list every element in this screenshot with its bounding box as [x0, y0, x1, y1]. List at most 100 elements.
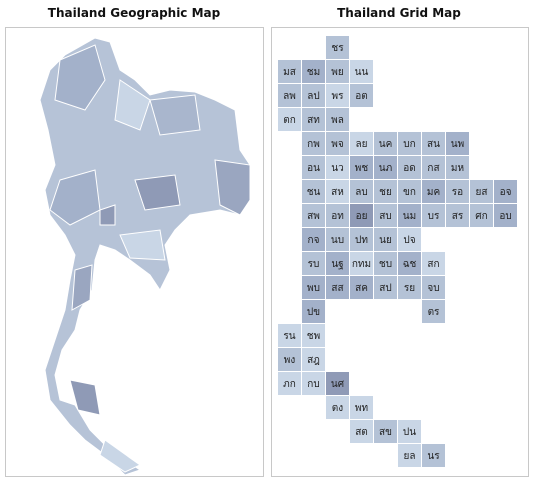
grid-cell [374, 156, 397, 179]
grid-cell [326, 372, 349, 395]
cell-label: ตง [332, 403, 343, 414]
cell-label: ตร [428, 307, 440, 318]
grid-cell [374, 228, 397, 251]
grid-cell [470, 180, 493, 203]
cell-label: ขก [403, 187, 416, 198]
cell-label: พล [331, 115, 344, 126]
grid-cell [350, 228, 373, 251]
cell-label: บร [428, 211, 440, 222]
grid-cell [422, 204, 445, 227]
grid-cell [326, 156, 349, 179]
cell-label: นย [379, 235, 392, 246]
grid-cell [326, 36, 349, 59]
province [69, 379, 101, 416]
grid-cell [422, 276, 445, 299]
grid-cell [326, 180, 349, 203]
cell-label: นฐ [331, 259, 343, 270]
cell-label: นร [427, 451, 440, 462]
grid-cell [326, 276, 349, 299]
grid-cell [302, 348, 325, 371]
grid-cell [398, 420, 421, 443]
grid-cell [374, 204, 397, 227]
cell-label: พร [332, 91, 345, 102]
grid-cell [350, 204, 373, 227]
cell-label: นศ [331, 379, 345, 390]
grid-cell [302, 156, 325, 179]
cell-label: ยล [404, 451, 416, 462]
cell-label: รย [404, 283, 415, 294]
cell-label: นน [355, 67, 369, 78]
cell-label: พย [331, 67, 343, 78]
grid-cell [494, 204, 517, 227]
cell-label: สร [452, 211, 464, 222]
province [54, 44, 106, 111]
cell-label: สป [379, 283, 391, 294]
cell-label: อต [355, 91, 368, 102]
cell-label: ฉช [403, 259, 417, 270]
grid-cell [302, 252, 325, 275]
grid-cell [350, 420, 373, 443]
cell-label: ปน [403, 427, 416, 438]
cell-label: สบ [379, 211, 391, 222]
province [134, 174, 181, 211]
grid-cell [398, 132, 421, 155]
grid-cell [278, 372, 301, 395]
grid-cell [302, 84, 325, 107]
grid-cell [422, 252, 445, 275]
cell-label: รบ [308, 259, 320, 270]
grid-cell [446, 132, 469, 155]
grid-cell [350, 84, 373, 107]
grid-cell [302, 228, 325, 251]
grid-cell [470, 204, 493, 227]
grid-cell [302, 324, 325, 347]
geo-map [39, 37, 251, 476]
cell-label: สพ [307, 211, 320, 222]
cell-label: ยส [476, 187, 488, 198]
grid-cell [422, 444, 445, 467]
grid-cell [326, 228, 349, 251]
cell-label: นค [379, 139, 393, 150]
grid-cell [398, 276, 421, 299]
cell-label: มค [427, 187, 440, 198]
cell-label: สต [355, 427, 368, 438]
cell-label: อย [356, 211, 368, 222]
grid-cell [326, 252, 349, 275]
grid-cell [350, 252, 373, 275]
grid-cell [398, 204, 421, 227]
cell-label: พง [284, 355, 296, 366]
grid-cell [326, 204, 349, 227]
grid-cell [350, 396, 373, 419]
cell-label: ลย [356, 139, 368, 150]
cell-label: นม [403, 211, 416, 222]
province [114, 79, 151, 131]
cell-label: นพ [451, 139, 464, 150]
cell-label: สฎ [307, 355, 320, 366]
grid-cell [302, 204, 325, 227]
grid-cell [278, 324, 301, 347]
grid-cell [302, 180, 325, 203]
province [149, 94, 201, 136]
cell-label: ชย [379, 187, 392, 198]
cell-label: สส [331, 283, 343, 294]
grid-cell [446, 180, 469, 203]
cell-label: อท [331, 211, 344, 222]
province [99, 204, 116, 226]
cell-label: สค [355, 283, 368, 294]
cell-label: สห [331, 187, 344, 198]
cell-label: พบ [307, 283, 320, 294]
cell-label: ลป [307, 91, 319, 102]
cell-label: อบ [499, 211, 511, 222]
province [49, 169, 101, 226]
cell-label: สก [427, 259, 439, 270]
grid-cell [278, 108, 301, 131]
grid-cell [302, 276, 325, 299]
cell-label: ปข [307, 307, 320, 318]
grid-cell [374, 276, 397, 299]
grid-cell [422, 132, 445, 155]
cell-label: ชบ [379, 259, 392, 270]
grid-cell [422, 180, 445, 203]
cell-label: มห [451, 163, 464, 174]
cell-label: ลพ [283, 91, 296, 102]
cell-label: นว [331, 163, 343, 174]
